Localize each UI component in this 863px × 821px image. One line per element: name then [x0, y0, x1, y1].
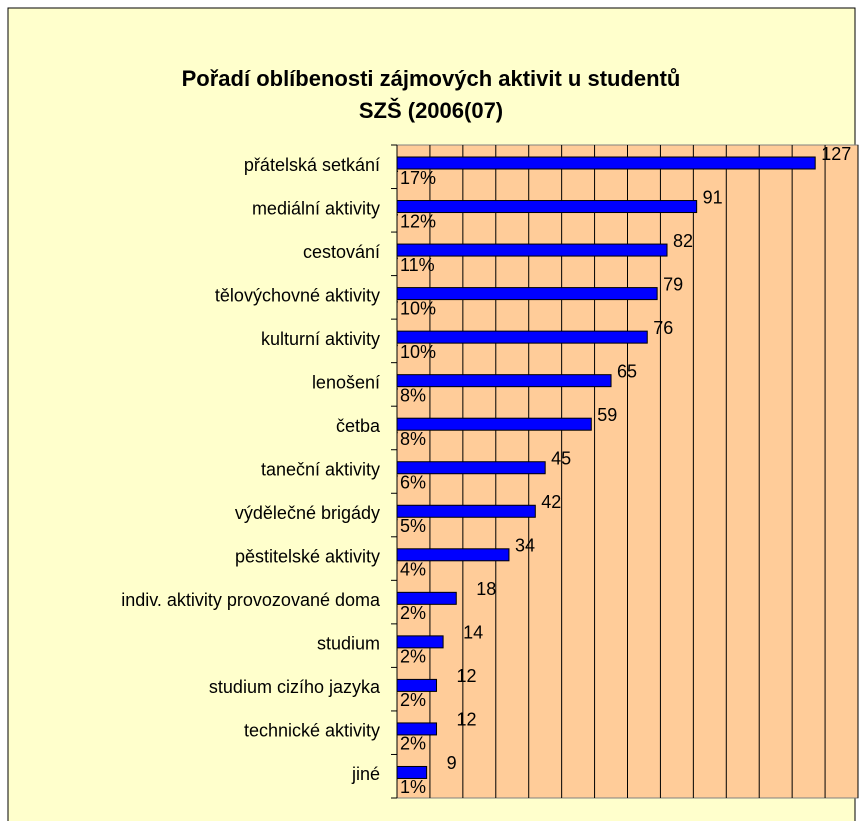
- value-label: 12: [457, 666, 477, 686]
- value-label: 17%: [400, 168, 436, 188]
- value-label: 42: [541, 492, 561, 512]
- value-label: 2%: [400, 647, 426, 667]
- y-tick-label: četba: [336, 416, 381, 436]
- bar: [396, 591, 457, 605]
- value-label: 2%: [400, 603, 426, 623]
- value-label: 91: [703, 187, 723, 207]
- value-label: 8%: [400, 429, 426, 449]
- y-tick-label: cestování: [303, 242, 380, 262]
- y-tick-label: tělovýchovné aktivity: [215, 285, 380, 305]
- bar: [396, 635, 444, 649]
- value-label: 11%: [400, 255, 435, 275]
- bar: [396, 170, 399, 172]
- value-label: 79: [663, 274, 683, 294]
- value-label: 14: [463, 623, 483, 643]
- y-tick-label: jiné: [351, 764, 380, 784]
- y-tick-label: technické aktivity: [244, 721, 380, 741]
- bar: [396, 461, 546, 475]
- y-tick-label: lenošení: [312, 372, 380, 392]
- bar: [396, 548, 510, 562]
- chart-title: Pořadí oblíbenosti zájmových aktivit u s…: [182, 66, 681, 91]
- value-label: 76: [653, 318, 673, 338]
- y-tick-label: pěstitelské aktivity: [235, 547, 380, 567]
- bar: [396, 287, 658, 301]
- value-label: 65: [617, 361, 637, 381]
- bar: [396, 200, 698, 214]
- value-label: 2%: [400, 734, 426, 754]
- chart-title: SZŠ (2006(07): [359, 98, 503, 123]
- value-label: 45: [551, 448, 571, 468]
- value-label: 12: [457, 710, 477, 730]
- value-label: 4%: [400, 560, 426, 580]
- value-label: 1%: [400, 777, 426, 797]
- value-label: 59: [597, 405, 617, 425]
- bar: [396, 156, 816, 170]
- bar: [396, 504, 536, 518]
- value-label: 10%: [400, 298, 436, 318]
- y-tick-label: indiv. aktivity provozované doma: [121, 590, 381, 610]
- value-label: 8%: [400, 385, 426, 405]
- value-label: 9: [447, 753, 457, 773]
- y-tick-label: studium: [317, 634, 380, 654]
- y-tick-label: přátelská setkání: [244, 155, 380, 175]
- value-label: 10%: [400, 342, 436, 362]
- bar: [396, 243, 668, 257]
- value-label: 12%: [400, 211, 436, 231]
- y-tick-label: taneční aktivity: [261, 459, 380, 479]
- bar: [396, 374, 612, 388]
- value-label: 18: [476, 579, 496, 599]
- y-tick-label: výdělečné brigády: [235, 503, 380, 523]
- value-label: 6%: [400, 472, 426, 492]
- value-label: 34: [515, 536, 535, 556]
- bar: [396, 678, 438, 692]
- bar: [396, 417, 592, 431]
- bar: [396, 330, 648, 344]
- y-tick-label: mediální aktivity: [252, 198, 380, 218]
- bar: [396, 722, 438, 736]
- bar: [396, 765, 428, 779]
- y-tick-label: kulturní aktivity: [261, 329, 380, 349]
- value-label: 127: [821, 144, 851, 164]
- value-label: 82: [673, 231, 693, 251]
- y-tick-label: studium cizího jazyka: [209, 677, 381, 697]
- value-label: 5%: [400, 516, 426, 536]
- value-label: 2%: [400, 690, 426, 710]
